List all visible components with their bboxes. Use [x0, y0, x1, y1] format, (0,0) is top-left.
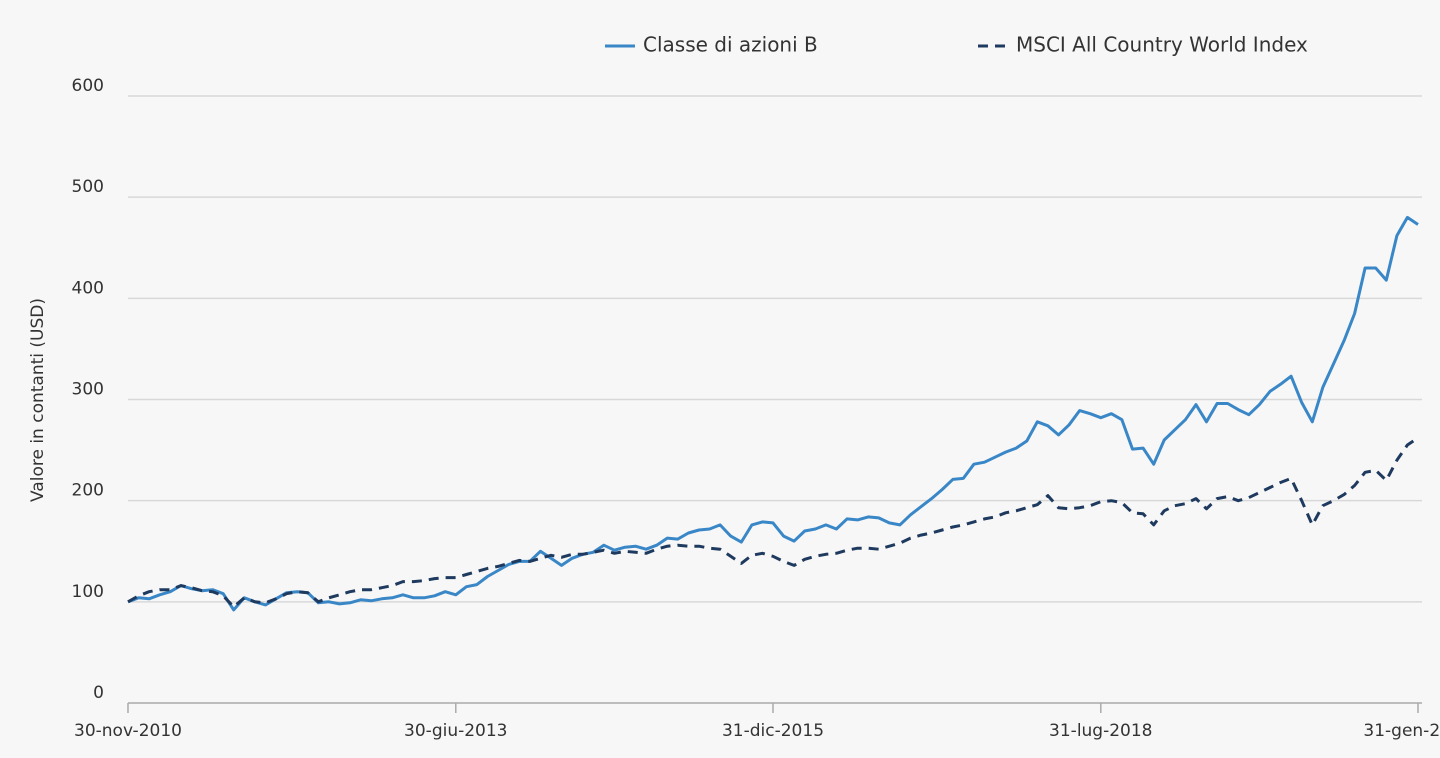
legend-label: MSCI All Country World Index [1016, 33, 1308, 57]
x-tick-label: 30-giu-2013 [404, 721, 507, 741]
y-axis-title: Valore in contanti (USD) [28, 298, 48, 502]
y-tick-label: 100 [72, 582, 104, 602]
y-tick-label: 0 [93, 683, 104, 703]
series-line [127, 215, 1419, 612]
x-tick-label: 31-lug-2018 [1049, 721, 1152, 741]
y-tick-label: 600 [72, 76, 104, 96]
x-tick-label: 30-nov-2010 [74, 721, 182, 741]
y-tick-label: 300 [72, 380, 104, 400]
y-tick-label: 400 [72, 278, 104, 298]
y-tick-label: 500 [72, 177, 104, 197]
legend-label: Classe di azioni B [643, 33, 818, 57]
y-tick-label: 200 [72, 481, 104, 501]
x-tick-label: 31-dic-2015 [722, 721, 824, 741]
x-tick-label: 31-gen-2021 [1363, 721, 1440, 741]
series-line [127, 436, 1419, 609]
